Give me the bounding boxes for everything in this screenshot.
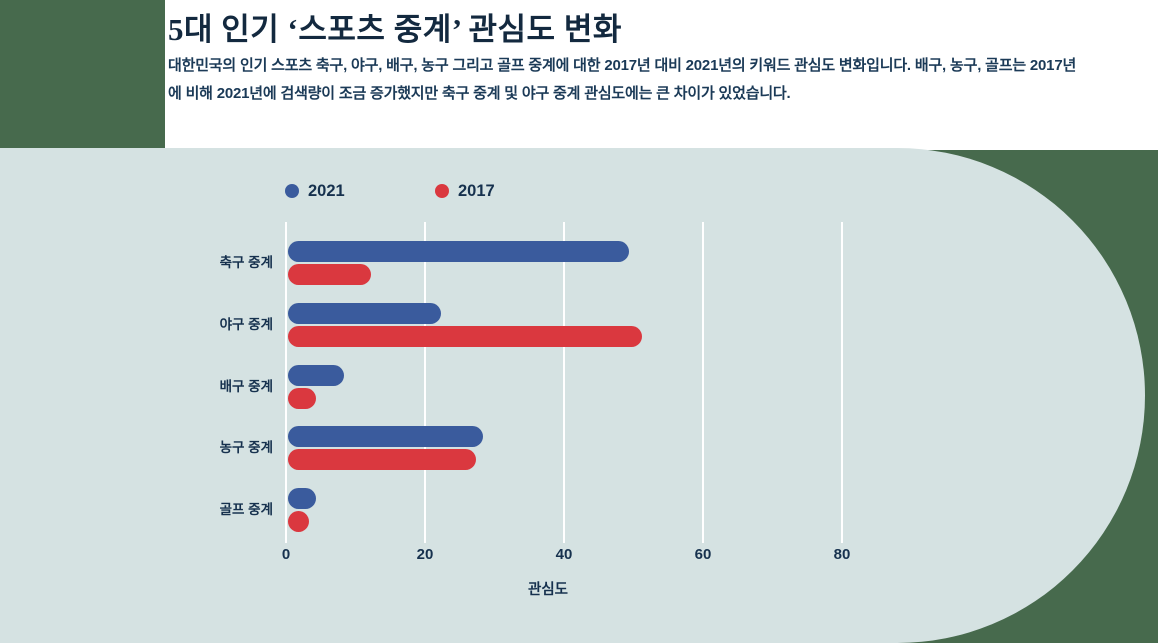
x-tick-label-60: 60 [694,546,712,563]
bar-2017-1 [288,264,372,285]
bar-2021-3 [288,364,344,386]
chart-panel [0,148,1145,643]
gridline-40 [563,222,565,543]
bar-2021-5 [288,488,316,509]
category-label: 축구 중계 [219,255,273,270]
gridline-0 [285,222,287,543]
category-label: 골프 중계 [219,502,273,517]
bar-2017-4 [288,449,476,471]
legend-item-2017: 2017 [435,182,495,200]
bar-2017-3 [288,387,316,409]
bar-2021-2 [288,302,441,324]
gridline-20 [424,222,426,543]
legend-item-2021: 2021 [285,182,345,200]
x-axis-title: 관심도 [527,582,569,598]
legend-dot-2017-icon [435,184,449,198]
chart-subtitle: 대한민국의 인기 스포츠 축구, 야구, 배구, 농구 그리고 골프 중계에 대… [168,57,1077,102]
bar-2021-1 [288,241,629,262]
x-tick-label-80: 80 [833,546,851,563]
legend-label-2017: 2017 [458,181,495,200]
gridline-60 [702,222,704,543]
bar-2017-2 [288,325,643,347]
legend-dot-2021-icon [285,184,299,198]
chart-title: 5대 인기 ‘스포츠 중계’ 관심도 변화 [168,12,622,47]
gridline-80 [841,222,843,543]
bar-2021-4 [288,426,483,448]
category-label: 야구 중계 [219,316,273,332]
header-card: 5대 인기 ‘스포츠 중계’ 관심도 변화 대한민국의 인기 스포츠 축구, 야… [165,0,1158,150]
category-label: 농구 중계 [219,440,273,456]
x-tick-label-20: 20 [416,546,434,563]
x-tick-label-0: 0 [281,546,291,563]
x-tick-label-40: 40 [555,546,573,563]
category-label: 배구 중계 [219,378,273,394]
legend-label-2021: 2021 [308,181,345,200]
bar-2017-5 [288,511,309,532]
